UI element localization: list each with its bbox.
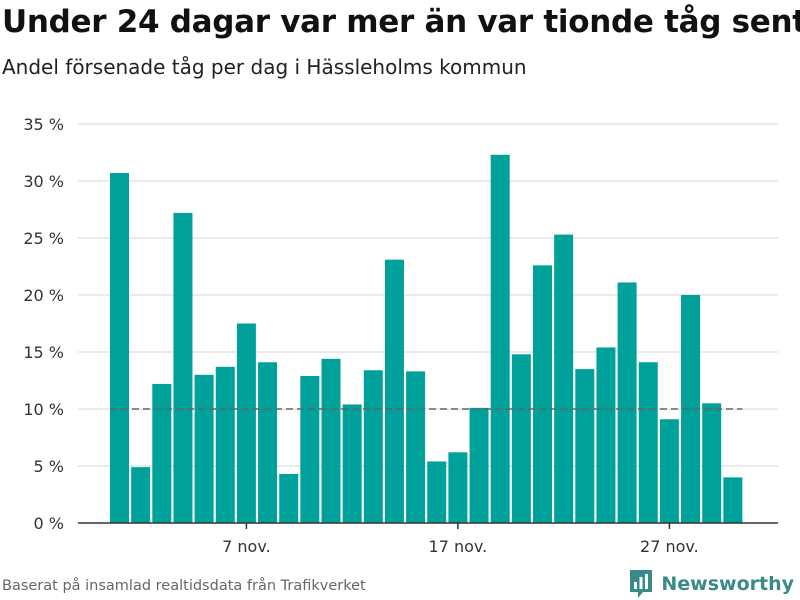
source-note: Baserat på insamlad realtidsdata från Tr…	[2, 578, 366, 594]
bar	[300, 375, 320, 523]
bar	[533, 265, 552, 523]
bar	[215, 366, 235, 523]
bar	[236, 323, 256, 523]
bar	[511, 354, 531, 523]
bar	[131, 467, 151, 523]
bar	[406, 371, 426, 523]
bar	[575, 369, 595, 523]
x-tick-label: 17 nov.	[429, 537, 488, 556]
x-tick-label: 7 nov.	[222, 537, 271, 556]
bar	[152, 383, 172, 523]
bar	[659, 419, 679, 523]
bar	[617, 282, 637, 523]
y-tick-label: 20 %	[23, 286, 64, 305]
y-tick-label: 10 %	[23, 400, 64, 419]
y-tick-label: 0 %	[34, 514, 64, 533]
bar	[469, 407, 489, 523]
brand-name: Newsworthy	[661, 573, 794, 595]
bar	[554, 234, 574, 523]
bar	[279, 473, 299, 523]
y-tick-label: 25 %	[23, 229, 64, 248]
bar	[342, 404, 362, 523]
bar	[723, 477, 743, 523]
bar	[321, 358, 341, 523]
bar	[702, 403, 722, 523]
bar	[110, 173, 129, 523]
bar	[427, 461, 447, 523]
chart-subtitle: Andel försenade tåg per dag i Hässleholm…	[2, 55, 527, 79]
bar	[638, 362, 658, 523]
x-tick-label: 27 nov.	[640, 537, 699, 556]
y-tick-label: 15 %	[23, 343, 64, 362]
chart-title: Under 24 dagar var mer än var tionde tåg…	[2, 4, 800, 40]
bar	[384, 259, 404, 523]
y-tick-label: 5 %	[34, 457, 64, 476]
bar	[194, 374, 214, 523]
bar	[173, 212, 193, 524]
brand-logo[interactable]: Newsworthy	[628, 568, 794, 600]
bar	[490, 154, 510, 523]
bar	[681, 295, 701, 523]
newsworthy-logo-icon	[630, 570, 653, 598]
bar	[448, 452, 468, 523]
bar	[363, 370, 383, 523]
y-tick-label: 35 %	[23, 115, 64, 134]
bar	[596, 347, 616, 523]
bar	[258, 362, 278, 523]
y-tick-label: 30 %	[23, 172, 64, 191]
